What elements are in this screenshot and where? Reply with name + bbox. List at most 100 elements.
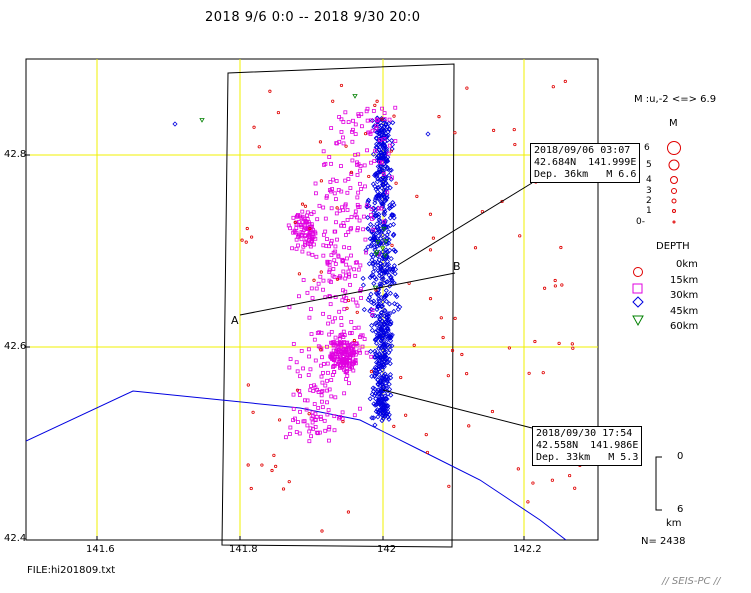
epicenter-marker bbox=[342, 391, 347, 396]
epicenter-marker bbox=[373, 336, 379, 342]
epicenter-marker bbox=[390, 243, 394, 247]
epicenter-marker bbox=[296, 420, 300, 424]
epicenter-marker bbox=[357, 218, 362, 223]
epicenter-marker bbox=[377, 144, 383, 150]
epicenter-marker bbox=[313, 424, 318, 429]
epicenter-marker bbox=[340, 410, 345, 415]
epicenter-marker bbox=[307, 354, 312, 359]
epicenter-marker bbox=[381, 127, 387, 134]
epicenter-marker bbox=[331, 365, 335, 369]
epicenter-marker bbox=[314, 286, 319, 291]
epicenter-marker bbox=[387, 143, 392, 148]
epicenter-marker bbox=[387, 347, 393, 353]
epicenter-marker bbox=[336, 188, 341, 192]
epicenter-marker bbox=[389, 149, 393, 153]
epicenter-marker bbox=[272, 453, 276, 457]
epicenter-marker bbox=[385, 328, 391, 334]
epicenter-marker bbox=[252, 125, 256, 129]
epicenter-marker bbox=[372, 247, 378, 253]
epicenter-marker bbox=[380, 263, 386, 269]
epicenter-marker bbox=[382, 209, 388, 215]
epicenter-marker bbox=[376, 350, 382, 357]
epicenter-marker bbox=[308, 367, 313, 372]
epicenter-marker bbox=[308, 307, 313, 312]
epicenter-marker bbox=[350, 158, 355, 163]
epicenter-marker bbox=[344, 262, 349, 267]
epicenter-marker bbox=[383, 174, 389, 181]
epicenter-marker bbox=[370, 216, 374, 221]
epicenter-marker bbox=[320, 380, 325, 385]
epicenter-marker bbox=[364, 203, 369, 208]
epicenter-marker bbox=[377, 176, 383, 182]
epicenter-marker bbox=[376, 211, 382, 217]
lat-tick-label: 42.4 bbox=[4, 533, 27, 544]
epicenter-marker bbox=[352, 413, 357, 418]
epicenter-marker bbox=[331, 99, 335, 103]
epicenter-marker bbox=[361, 227, 365, 232]
epicenter-marker bbox=[379, 256, 386, 262]
epicenter-marker bbox=[370, 415, 377, 421]
epicenter-marker bbox=[337, 139, 342, 144]
epicenter-marker bbox=[368, 348, 374, 354]
epicenter-marker bbox=[387, 185, 393, 191]
epicenter-marker bbox=[349, 170, 353, 174]
callout-1-time: 2018/09/06 03:07 bbox=[534, 145, 631, 156]
epicenter-marker bbox=[428, 212, 433, 216]
epicenter-marker bbox=[345, 190, 350, 195]
epicenter-marker bbox=[356, 205, 361, 209]
epicenter-marker bbox=[388, 319, 394, 325]
epicenter-marker bbox=[367, 174, 371, 179]
epicenter-marker bbox=[321, 253, 326, 258]
epicenter-marker bbox=[391, 301, 398, 307]
epicenter-marker bbox=[328, 302, 333, 307]
epicenter-marker bbox=[380, 106, 384, 111]
epicenter-marker bbox=[312, 278, 316, 282]
epicenter-marker bbox=[363, 132, 368, 136]
epicenter-marker bbox=[381, 269, 387, 275]
epicenter-marker bbox=[366, 295, 373, 301]
epicenter-marker bbox=[319, 399, 324, 404]
epicenter-marker bbox=[379, 181, 386, 187]
epicenter-marker bbox=[380, 241, 386, 247]
epicenter-marker bbox=[327, 425, 332, 430]
epicenter-marker bbox=[294, 214, 299, 219]
epicenter-marker bbox=[359, 296, 363, 300]
epicenter-marker bbox=[364, 350, 369, 355]
epicenter-marker bbox=[307, 412, 311, 416]
epicenter-marker bbox=[389, 175, 394, 180]
epicenter-marker bbox=[378, 152, 385, 158]
epicenter-marker bbox=[378, 345, 384, 351]
epicenter-marker bbox=[343, 110, 348, 115]
depth-level-label: 30km bbox=[670, 290, 699, 301]
epicenter-marker bbox=[373, 252, 380, 258]
epicenter-marker bbox=[384, 164, 390, 171]
epicenter-marker bbox=[319, 270, 323, 274]
epicenter-marker bbox=[332, 191, 337, 196]
epicenter-marker bbox=[379, 318, 385, 324]
epicenter-marker bbox=[320, 529, 324, 533]
epicenter-marker bbox=[518, 234, 522, 238]
epicenter-marker bbox=[268, 89, 272, 93]
epicenter-marker bbox=[313, 411, 318, 416]
epicenter-marker bbox=[369, 415, 375, 421]
epicenter-marker bbox=[320, 388, 325, 393]
epicenter-marker bbox=[274, 464, 278, 468]
epicenter-marker bbox=[375, 240, 381, 245]
epicenter-marker bbox=[327, 315, 332, 320]
epicenter-marker bbox=[360, 282, 366, 288]
epicenter-marker bbox=[394, 293, 400, 300]
epicenter-marker bbox=[570, 342, 574, 346]
epicenter-marker bbox=[325, 388, 330, 393]
epicenter-marker bbox=[342, 357, 347, 362]
epicenter-marker bbox=[359, 124, 364, 129]
epicenter-marker bbox=[389, 138, 395, 144]
epicenter-marker bbox=[465, 86, 469, 90]
epicenter-marker bbox=[372, 370, 378, 376]
file-label: FILE:hi201809.txt bbox=[27, 565, 116, 576]
epicenter-marker bbox=[372, 172, 379, 178]
epicenter-marker bbox=[356, 267, 361, 272]
epicenter-marker bbox=[346, 230, 351, 235]
epicenter-marker bbox=[372, 213, 378, 219]
epicenter-marker bbox=[372, 197, 378, 203]
epicenter-marker bbox=[305, 210, 310, 215]
